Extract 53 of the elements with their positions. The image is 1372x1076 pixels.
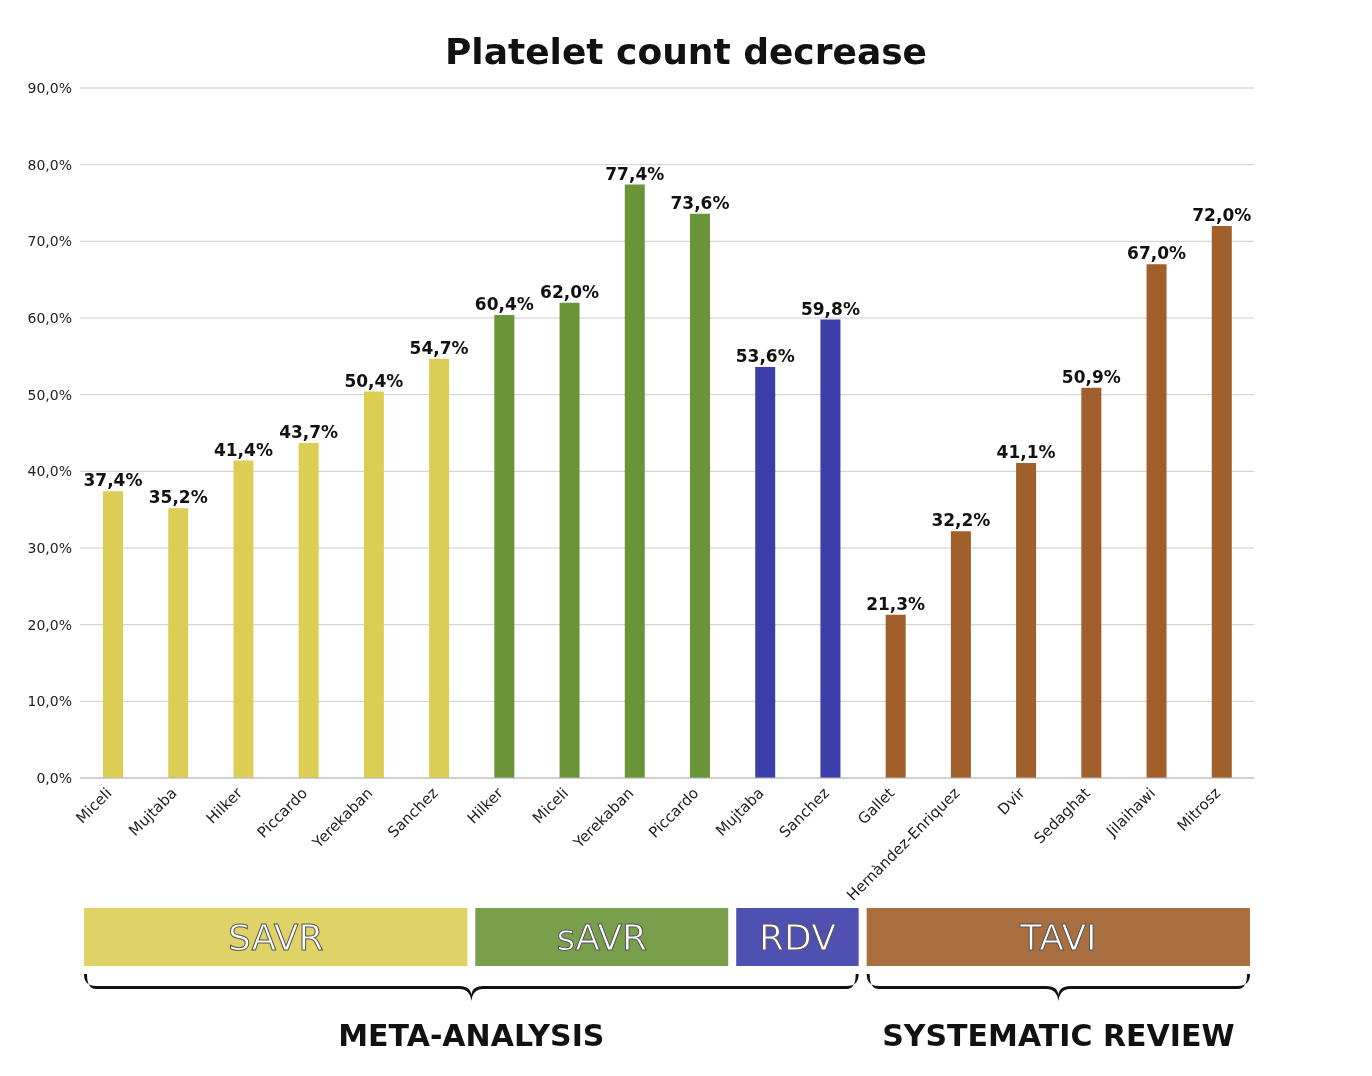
data-label: 21,3% [866,593,926,614]
y-tick-label: 80,0% [27,156,72,173]
bar [885,614,906,778]
text: TAVI [1018,917,1097,958]
bar [559,302,580,778]
data-label: 41,4% [213,439,273,460]
y-tick-label: 20,0% [27,616,72,633]
y-tick-label: 60,0% [27,309,72,326]
bar [298,442,319,778]
data-label: 53,6% [735,346,795,367]
bar [1016,462,1037,778]
bar [103,491,123,778]
bar [1211,226,1232,778]
y-tick-label: 30,0% [27,539,72,556]
bar [755,367,776,778]
bar [1081,387,1102,778]
y-tick-label: 90,0% [27,79,72,96]
y-tick-label: 50,0% [27,386,72,403]
data-label: 43,7% [279,421,339,442]
y-tick-label: 70,0% [27,233,72,250]
data-label: 35,2% [148,487,208,508]
bar [168,508,189,778]
bar [363,391,384,778]
data-label: 62,0% [540,281,600,302]
bar [494,314,515,778]
data-label: 73,6% [670,192,730,213]
text: META-ANALYSIS [338,1018,605,1053]
data-label: 50,4% [344,370,404,391]
chart-title: Platelet count decrease [444,31,928,72]
data-label: 41,1% [996,441,1056,462]
data-label: 32,2% [931,510,991,531]
text: SYSTEMATIC REVIEW [882,1018,1235,1053]
text: RDV [759,917,837,958]
data-label: 72,0% [1192,205,1252,225]
y-tick-label: 10,0% [27,693,72,710]
text: SAVR [227,917,324,958]
bar [1146,264,1167,778]
bar [950,531,971,778]
bar [429,358,450,778]
data-label: 50,9% [1061,366,1121,387]
text: sAVR [556,917,648,958]
data-label: 59,8% [800,298,860,319]
bar [820,319,841,778]
data-label: 67,0% [1127,243,1187,264]
bar [624,184,645,778]
data-label: 77,4% [605,163,665,184]
y-tick-label: 0,0% [36,769,72,786]
bar [690,213,710,778]
data-label: 60,4% [474,293,534,314]
data-label: 54,7% [409,337,469,358]
data-label: 37,4% [83,470,143,491]
bar [233,460,254,778]
y-tick-label: 40,0% [27,463,72,480]
